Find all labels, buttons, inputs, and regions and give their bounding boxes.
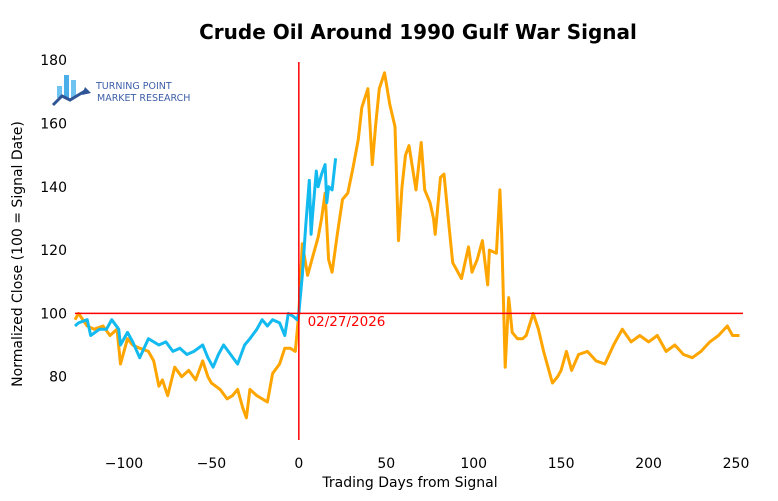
- logo-bars-icon: [51, 75, 91, 107]
- x-axis-label: Trading Days from Signal: [321, 475, 497, 491]
- x-tick-label: −50: [197, 456, 227, 472]
- series-line-gulf-war-1990: [73, 71, 740, 420]
- x-tick-label: 200: [635, 456, 662, 472]
- x-tick-label: 150: [548, 456, 575, 472]
- y-tick-label: 100: [40, 306, 67, 322]
- x-tick-label: 50: [377, 456, 395, 472]
- x-tick-label: 250: [723, 456, 750, 472]
- y-tick-label: 160: [40, 116, 67, 132]
- y-tick-label: 140: [40, 180, 67, 196]
- x-tick-label: −100: [105, 456, 143, 472]
- company-logo: TURNING POINT MARKET RESEARCH: [51, 75, 190, 107]
- signal-date-annotation: 02/27/2026: [308, 314, 386, 330]
- logo-text-line2: MARKET RESEARCH: [97, 93, 190, 104]
- chart-title: Crude Oil Around 1990 Gulf War Signal: [199, 20, 637, 44]
- y-axis-label: Normalized Close (100 = Signal Date): [10, 121, 26, 387]
- y-tick-label: 120: [40, 243, 67, 259]
- x-tick-label: 0: [294, 456, 303, 472]
- series-line-current: [74, 158, 338, 369]
- y-tick-label: 180: [40, 53, 67, 69]
- y-tick-label: 80: [49, 370, 67, 386]
- x-tick-label: 100: [460, 456, 487, 472]
- logo-text-line1: TURNING POINT: [95, 81, 172, 92]
